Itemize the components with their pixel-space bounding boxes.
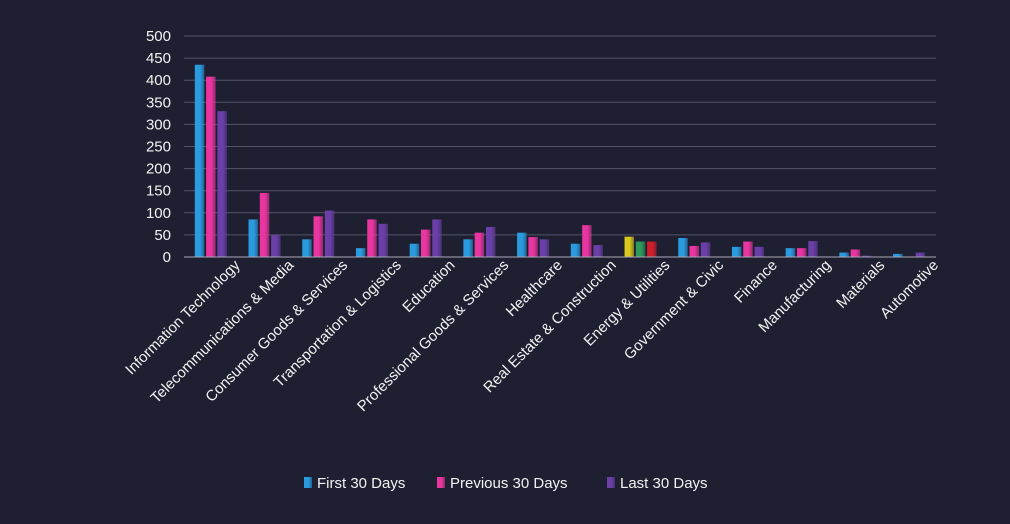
- legend-label: Previous 30 Days: [450, 475, 568, 492]
- bar: [861, 255, 872, 257]
- legend-item: Last 30 Days: [607, 475, 708, 492]
- legend-label: Last 30 Days: [620, 475, 708, 492]
- bar: [893, 253, 903, 257]
- bar: [474, 232, 485, 257]
- bar: [259, 192, 270, 257]
- bar: [378, 223, 389, 257]
- bar: [678, 237, 688, 257]
- y-tick-label: 100: [146, 205, 171, 222]
- bar: [700, 242, 711, 257]
- legend: First 30 Days Previous 30 Days Last 30 Day…: [304, 475, 708, 492]
- y-tick-label: 500: [146, 28, 171, 45]
- bar: [432, 219, 442, 257]
- bar: [570, 243, 581, 257]
- bar: [271, 234, 281, 257]
- legend-item: First 30 Days: [304, 475, 405, 492]
- bars-layer: [194, 64, 926, 257]
- y-tick-label: 450: [146, 50, 171, 67]
- bar: [248, 219, 259, 257]
- bar: [324, 210, 335, 257]
- bar: [463, 239, 473, 257]
- bar: [839, 252, 849, 257]
- y-tick-label: 400: [146, 72, 171, 89]
- bar: [313, 216, 324, 257]
- y-axis-tick-labels: 0 50 100 150 200 250 300 350 400 450 500: [146, 28, 171, 266]
- bar: [420, 229, 431, 257]
- y-tick-label: 250: [146, 139, 171, 156]
- legend-swatch: [607, 477, 615, 488]
- bar: [743, 241, 753, 257]
- bar: [528, 237, 538, 257]
- legend-swatch: [437, 477, 445, 488]
- bar: [582, 225, 592, 257]
- bar: [850, 249, 861, 257]
- x-category-label: Automotive: [877, 257, 942, 322]
- bar: [731, 246, 742, 257]
- bar: [517, 232, 527, 257]
- x-category-label: Materials: [833, 257, 888, 312]
- bar: [367, 219, 377, 257]
- legend-label: First 30 Days: [317, 475, 405, 492]
- x-axis-category-labels: Information TechnologyTelecommunications…: [122, 256, 942, 415]
- bar: [539, 239, 550, 257]
- bar: [593, 245, 603, 257]
- bar: [485, 226, 496, 257]
- bar: [647, 241, 657, 257]
- bar: [624, 236, 635, 257]
- bar: [808, 241, 818, 257]
- bar: [635, 241, 646, 257]
- bar: [754, 246, 765, 257]
- x-category-label: Government & Civic: [621, 256, 728, 363]
- legend-item: Previous 30 Days: [437, 475, 568, 492]
- grid-layer: [184, 35, 936, 236]
- bar: [915, 252, 926, 257]
- bar: [194, 64, 205, 257]
- bar: [796, 248, 807, 257]
- bar: [217, 111, 227, 257]
- bar: [355, 248, 366, 257]
- y-tick-label: 50: [154, 227, 171, 244]
- x-category-label: Finance: [731, 257, 781, 307]
- y-tick-label: 150: [146, 183, 171, 200]
- bar: [689, 245, 700, 257]
- bar: [302, 239, 312, 257]
- y-tick-label: 300: [146, 116, 171, 133]
- y-tick-label: 200: [146, 161, 171, 178]
- bar: [785, 248, 796, 257]
- bar: [206, 76, 216, 257]
- legend-swatch: [304, 477, 312, 488]
- y-tick-label: 350: [146, 94, 171, 111]
- bar: [409, 243, 420, 257]
- y-tick-label: 0: [163, 249, 171, 266]
